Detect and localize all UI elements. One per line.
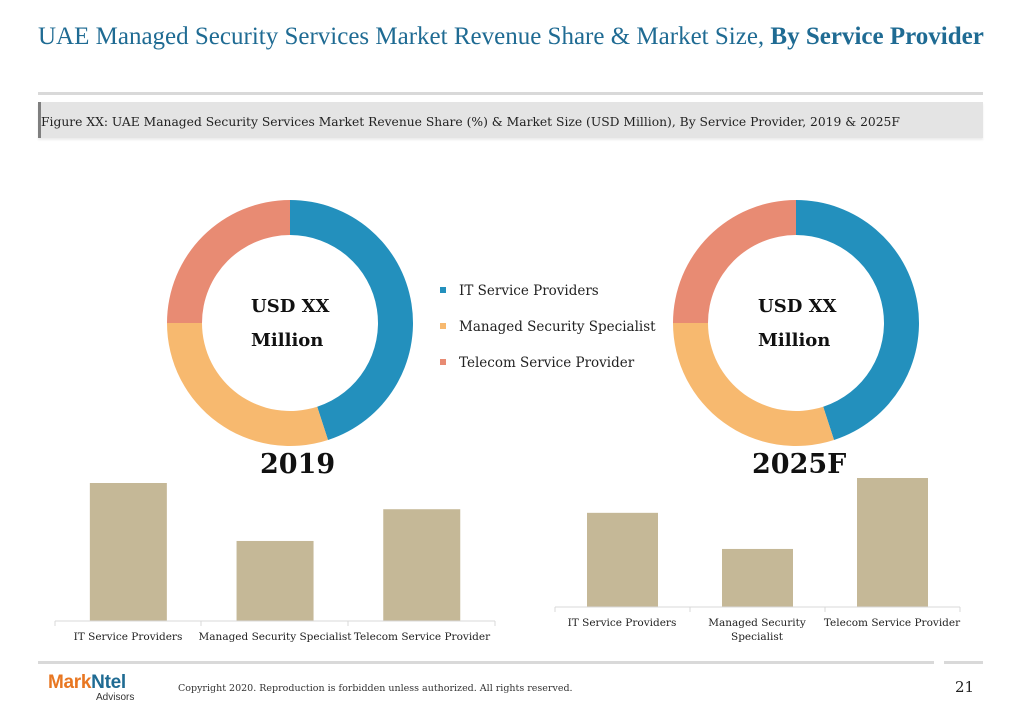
donut-slice-it-service-providers [290,200,413,440]
footer-divider-short [944,661,983,664]
markntel-logo: MarkNtel Advisors [48,672,134,703]
donut-center-label-2019: USD XX Million [251,290,330,358]
x-tick-label: IT Service Providers [74,631,183,643]
x-tick-label: Managed Security [708,617,806,629]
page-title-regular: UAE Managed Security Services Market Rev… [38,23,771,50]
bar-managed-security-specialist [722,548,793,607]
donut-slice-it-service-providers [796,200,919,440]
page-title-bold: By Service Provider [770,23,984,50]
legend-swatch [440,323,446,329]
legend-label: IT Service Providers [459,283,599,299]
legend-swatch [440,287,446,293]
year-label-2019: 2019 [260,449,336,480]
donut-slice-telecom-service-provider [167,200,290,323]
x-tick-label: Specialist [731,631,784,643]
donut-center-line2: Million [758,330,831,351]
page-number: 21 [955,678,975,696]
page-title: UAE Managed Security Services Market Rev… [38,20,988,54]
logo-subtext: Advisors [96,692,135,703]
legend-label: Managed Security Specialist [459,319,656,335]
bar-telecom-service-provider [857,478,928,607]
donut-center-line1: USD XX [758,296,837,317]
donut-chart-2019 [167,200,413,446]
title-divider [38,92,983,95]
logo-text-ntel: Ntel [91,672,126,693]
donut-slice-telecom-service-provider [673,200,796,323]
bar-it-service-providers [587,512,658,607]
legend-label: Telecom Service Provider [459,355,635,371]
donut-slice-managed-security-specialist [673,323,835,446]
x-tick-label: IT Service Providers [568,617,677,629]
donut-chart-2025f [673,200,919,446]
figure-caption-box: Figure XX: UAE Managed Security Services… [38,102,983,138]
copyright-notice: Copyright 2020. Reproduction is forbidde… [178,683,573,694]
legend-swatch [440,359,446,365]
donut-slice-managed-security-specialist [167,323,329,446]
bar-chart-2025f: IT Service Providers Managed Security Sp… [554,478,961,643]
donut-center-line1: USD XX [251,296,330,317]
bar-managed-security-specialist [236,540,314,621]
footer-divider [38,661,934,664]
year-label-2025f: 2025F [752,449,847,480]
figure-caption: Figure XX: UAE Managed Security Services… [41,115,900,129]
bar-telecom-service-provider [383,509,461,621]
donut-center-line2: Million [251,330,324,351]
bar-chart-2019: IT Service Providers Managed Security Sp… [54,483,496,643]
donut-center-label-2025f: USD XX Million [758,290,837,358]
x-tick-label: Managed Security Specialist [199,631,353,643]
x-tick-label: Telecom Service Provider [824,617,961,629]
x-tick-label: Telecom Service Provider [354,631,491,643]
bar-it-service-providers [89,483,167,621]
logo-text-mark: Mark [48,672,92,693]
